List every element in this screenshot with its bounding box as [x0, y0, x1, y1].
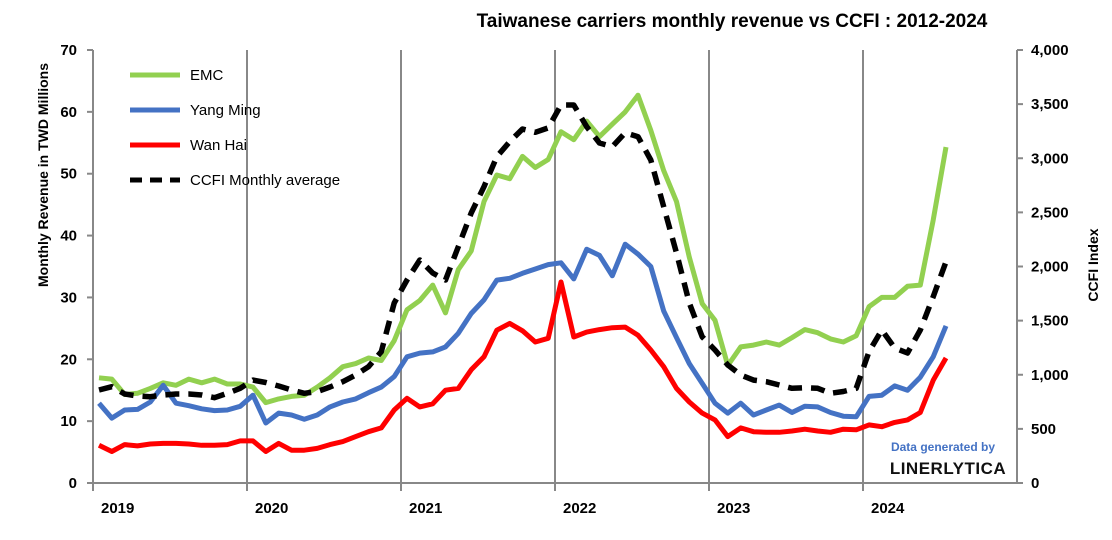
y2-tick-label: 1,000	[1031, 367, 1069, 384]
x-tick-label: 2024	[871, 500, 905, 517]
y-tick-label: 10	[60, 413, 77, 430]
y2-tick-label: 2,500	[1031, 204, 1069, 221]
y2-tick-label: 1,500	[1031, 313, 1069, 330]
y-tick-label: 60	[60, 104, 77, 121]
legend-label-yang-ming: Yang Ming	[190, 102, 261, 119]
legend-label-wan-hai: Wan Hai	[190, 137, 247, 154]
legend-label-emc: EMC	[190, 67, 224, 84]
legend-label-ccfi-monthly-average: CCFI Monthly average	[190, 172, 340, 189]
y-tick-label: 20	[60, 351, 77, 368]
x-tick-label: 2023	[717, 500, 750, 517]
y2-axis-label: CCFI Index	[1085, 228, 1101, 301]
y2-tick-label: 3,000	[1031, 150, 1069, 167]
y2-tick-label: 2,000	[1031, 259, 1069, 276]
watermark-caption: Data generated by	[891, 440, 995, 454]
y2-tick-label: 500	[1031, 421, 1056, 438]
x-tick-label: 2021	[409, 500, 442, 517]
y2-tick-label: 3,500	[1031, 96, 1069, 113]
y-axis-label: Monthly Revenue in TWD Millions	[35, 63, 51, 287]
legend: EMC Yang Ming Wan Hai CCFI Monthly average	[130, 67, 340, 189]
x-tick-label: 2020	[255, 500, 288, 517]
watermark-logo: LINERLYTICA	[890, 459, 1006, 478]
y-tick-label: 40	[60, 228, 77, 245]
y2-tick-label: 4,000	[1031, 42, 1069, 59]
x-tick-label: 2019	[101, 500, 134, 517]
y-tick-label: 50	[60, 166, 77, 183]
y-tick-label: 30	[60, 289, 77, 306]
series-line-wan-hai	[99, 282, 946, 452]
x-tick-label: 2022	[563, 500, 596, 517]
y2-tick-label: 0	[1031, 475, 1039, 492]
chart-title: Taiwanese carriers monthly revenue vs CC…	[477, 11, 988, 32]
y-tick-label: 70	[60, 42, 77, 59]
y-tick-label: 0	[69, 475, 77, 492]
